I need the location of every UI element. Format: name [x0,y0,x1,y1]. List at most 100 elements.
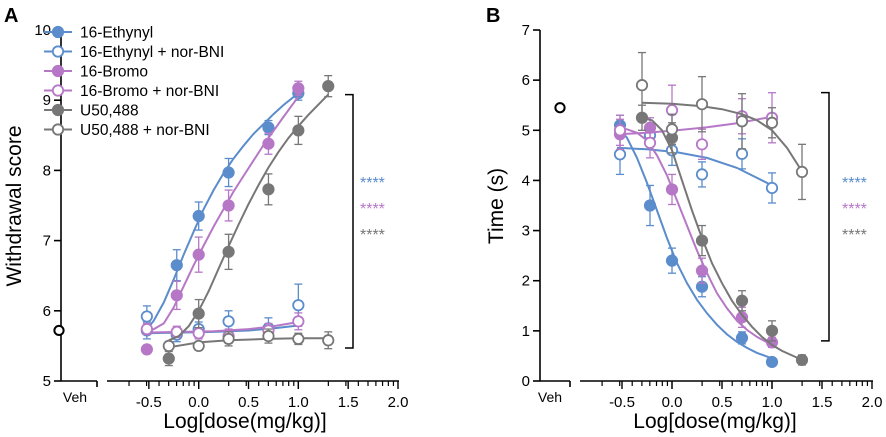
panel-a-x-tick-label: 1.5 [338,394,359,411]
panel-a-y-axis-label: Withdrawal score [3,125,26,286]
panel-b-veh-label: Veh [538,389,562,405]
panel-a-u50-488-nor-bni-point [262,329,275,343]
panel-b-y-tick-label: 1 [522,323,530,340]
panel-a-16-bromo-nor-bni-point [292,315,305,328]
panel-b-16-ethynyl-nor-bni-fit-line [616,146,773,187]
panel-a-y-tick-label: 9 [43,92,51,109]
panel-b-u50-488-nor-bni-point [665,123,679,136]
panel-a-16-bromo-point [292,82,305,95]
panel-b-16-bromo-point [665,183,679,196]
panel-b-u50-488-nor-bni-point [795,165,809,179]
panel-a-16-bromo-point [192,248,205,261]
panel-a-u50-488-point [192,307,205,320]
panel-b-16-ethynyl-nor-bni-point [765,181,779,195]
panel-b-u50-488-point [765,324,779,337]
panel-b-letter: B [486,5,500,27]
panel-a-u50-488-point [292,124,305,137]
panel-b-16-ethynyl-nor-bni-point [735,147,749,160]
panel-b-x-tick-label: 0.0 [662,394,683,411]
panel-a-16-ethynyl-nor-bni-point [292,299,305,312]
panel-a-legend-label: 16-Bromo + nor-BNI [80,83,219,100]
panel-a-16-bromo-point [262,137,275,150]
panel-a-legend-marker [51,103,65,117]
panel-a-u50-488-point [322,80,335,93]
panel-a-x-tick-label: 0.0 [188,394,209,411]
panel-a-x-tick-label: -0.5 [136,394,162,411]
panel-a-veh-point [53,324,65,337]
panel-a-legend-marker [51,123,65,136]
panel-a-legend-label: U50,488 + nor-BNI [80,122,210,139]
panel-b-16-bromo-fit-line [616,126,773,346]
panel-a-16-bromo-point [170,289,183,302]
panel-a-u50-488-nor-bni-point [192,339,205,352]
panel-b-16-ethynyl-point [643,199,657,212]
panel-a-16-ethynyl-point [192,209,205,223]
panel-a: A Withdrawal score Log[dose(mg/kg)] Veh [3,5,327,433]
panel-b-significance-bracket [821,91,830,342]
panel-a-16-bromo-nor-bni-point [192,327,205,340]
panel-a-16-ethynyl-point [222,166,235,179]
panel-a-significance-u50: **** [360,227,385,244]
panel-a-legend-label: 16-Ethynyl [80,25,153,42]
panel-b-y-tick-label: 7 [522,22,530,39]
panel-a-u50-488-point [162,352,175,365]
panel-b: B Time (s) Log[dose(mg/kg)] Veh [485,5,797,433]
panel-b-y-tick-label: 3 [522,223,530,240]
panel-b-x-tick-label: 1.5 [812,394,833,411]
panel-a-16-ethynyl-point [170,259,183,272]
panel-a-y-tick-label: 5 [43,373,51,390]
panel-b-x-tick-label: -0.5 [609,394,635,411]
panel-b-significance-u50: **** [842,227,867,244]
panel-b-significance-bromo: **** [842,201,867,218]
panel-a-y-tick-label: 7 [43,233,51,250]
panel-b-u50-488-nor-bni-point [695,98,709,111]
panel-b-u50-488-nor-bni-point [765,116,779,129]
panel-b-16-bromo-point [695,264,709,277]
panel-a-16-bromo-point [222,199,235,212]
panel-b-16-ethynyl-nor-bni-point [613,148,627,161]
panel-b-y-tick-label: 6 [522,72,530,89]
panel-a-16-ethynyl-fit-line [143,92,299,334]
panel-a-legend-marker [51,45,65,58]
panel-b-u50-488-nor-bni-point [635,79,649,92]
panel-a-16-ethynyl-nor-bni-point [140,310,153,323]
panel-b-x-axis-label: Log[dose(mg/kg)] [633,410,796,433]
panel-a-x-tick-label: 0.5 [238,394,259,411]
panel-b-y-tick-label: 0 [522,373,530,390]
panel-a-legend-label: U50,488 [80,103,139,120]
panel-b-u50-488-point [735,294,749,307]
panel-a-letter: A [4,5,18,27]
panel-b-16-ethynyl-point [665,254,679,267]
panel-b-x-tick-label: 0.5 [712,394,733,411]
panel-b-16-ethynyl-nor-bni-point [695,168,709,181]
panel-a-legend-marker [51,64,65,78]
panel-b-y-axis-label: Time (s) [485,168,508,244]
panel-b-16-bromo-nor-bni-point [613,124,627,137]
panel-a-significance-bracket [345,93,354,349]
panel-b-y-tick-label: 2 [522,273,530,290]
panel-b-16-ethynyl-point [735,331,749,344]
panel-b-y-tick-label: 5 [522,122,530,139]
panel-a-16-bromo-nor-bni-point [140,322,153,336]
panel-a-u50-488-point [262,183,275,196]
panel-b-16-ethynyl-point [765,355,779,369]
panel-a-u50-488-nor-bni-point [292,332,305,345]
panel-b-y-tick-label: 4 [522,172,530,189]
panel-a-u50-488-nor-bni-point [162,339,175,352]
panel-b-16-ethynyl-fit-line [616,124,773,360]
panel-b-significance-ethynyl: **** [842,175,867,192]
panel-a-significance-ethynyl: **** [360,175,385,192]
panel-a-y-tick-label: 10 [34,22,51,39]
panel-a-x-axis-label: Log[dose(mg/kg)] [163,410,326,433]
panel-a-y-tick-label: 6 [43,303,51,320]
panel-b-plot: 0 1 2 3 4 5 6 7 -0.5 0.0 0.5 1.0 1.5 2.0 **** **** **** [522,22,883,411]
panel-a-u50-488-nor-bni-point [222,332,235,345]
panel-a-16-ethynyl-point [262,121,275,134]
panel-b-u50-488-nor-bni-point [735,115,749,128]
panel-b-u50-488-point [795,353,809,367]
panel-b-16-bromo-point [735,311,749,324]
panel-a-legend-label: 16-Bromo [80,64,148,81]
panel-a-16-ethynyl-nor-bni-point [222,315,235,328]
panel-a-significance-bromo: **** [360,201,385,218]
